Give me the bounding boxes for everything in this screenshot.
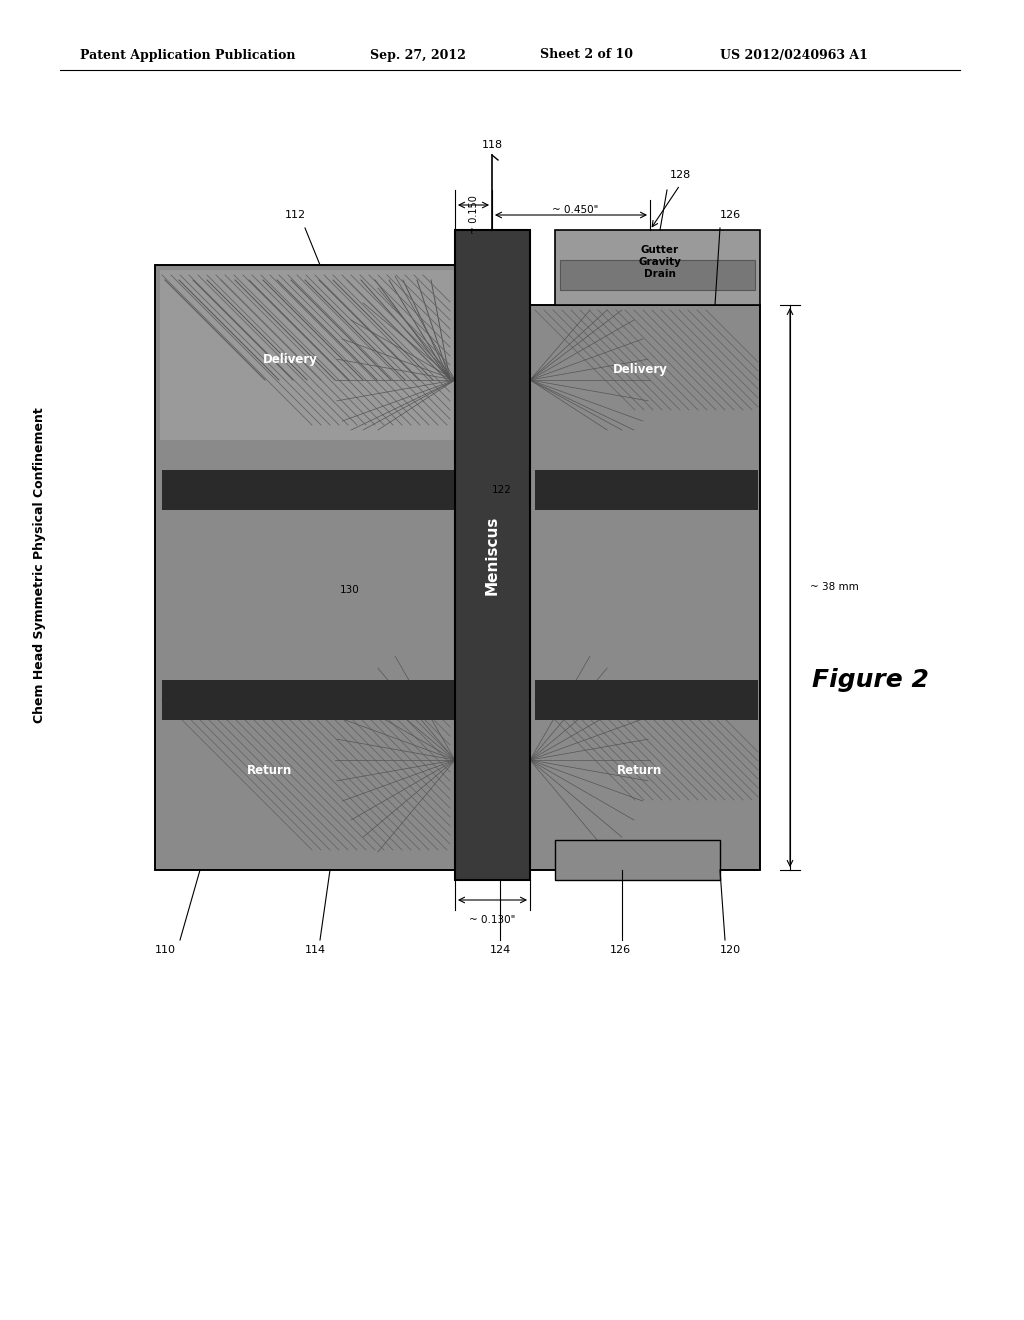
Text: ~ 0.150: ~ 0.150 (469, 195, 479, 235)
Text: Chem Head Symmetric Physical Confinement: Chem Head Symmetric Physical Confinement (34, 407, 46, 723)
Text: ~ 38 mm: ~ 38 mm (810, 582, 859, 591)
Text: 130: 130 (340, 585, 359, 595)
Text: US 2012/0240963 A1: US 2012/0240963 A1 (720, 49, 868, 62)
Text: 114: 114 (304, 945, 326, 954)
Text: Figure 2: Figure 2 (812, 668, 929, 692)
Text: Gutter
Gravity
Drain: Gutter Gravity Drain (639, 244, 681, 280)
Bar (155, 265, 460, 870)
Text: 124: 124 (489, 945, 511, 954)
Bar (455, 230, 530, 880)
Bar (535, 470, 758, 510)
Text: 126: 126 (609, 945, 631, 954)
Text: 128: 128 (670, 170, 690, 180)
Text: 110: 110 (155, 945, 175, 954)
Text: Delivery: Delivery (262, 354, 317, 367)
Bar (555, 230, 760, 305)
Bar (155, 265, 460, 870)
Text: 112: 112 (285, 210, 305, 220)
Text: Return: Return (617, 763, 663, 776)
Text: 120: 120 (720, 945, 740, 954)
Bar (530, 305, 760, 870)
Bar (530, 305, 760, 870)
Bar (162, 470, 455, 510)
Text: Meniscus: Meniscus (484, 515, 500, 595)
Text: 126: 126 (720, 210, 740, 220)
Text: Sep. 27, 2012: Sep. 27, 2012 (370, 49, 466, 62)
Text: 122: 122 (493, 484, 512, 495)
Bar (160, 271, 455, 440)
Bar (555, 840, 720, 880)
Text: ~ 0.130": ~ 0.130" (469, 915, 515, 925)
Bar (560, 260, 755, 290)
Bar (535, 680, 758, 719)
Text: 118: 118 (481, 140, 503, 150)
Text: Patent Application Publication: Patent Application Publication (80, 49, 296, 62)
Text: ~ 0.450": ~ 0.450" (552, 205, 598, 215)
Text: Sheet 2 of 10: Sheet 2 of 10 (540, 49, 633, 62)
Text: Delivery: Delivery (612, 363, 668, 376)
Bar (162, 680, 455, 719)
Text: Return: Return (248, 763, 293, 776)
